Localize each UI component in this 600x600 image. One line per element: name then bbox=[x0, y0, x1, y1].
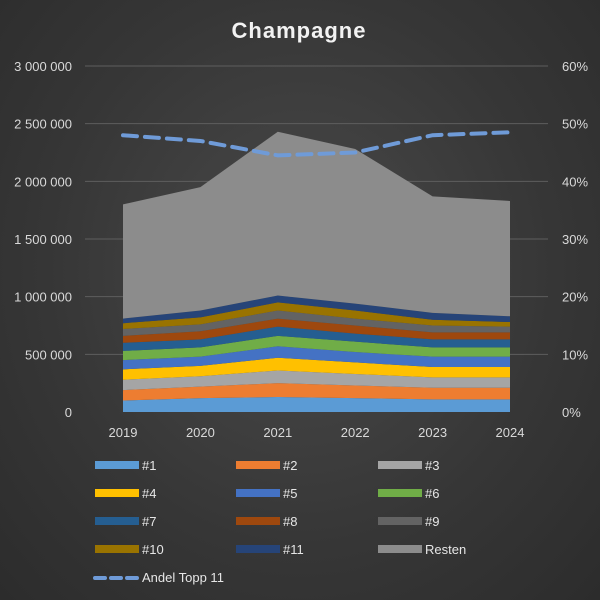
y-tick-label: 1 000 000 bbox=[14, 290, 72, 305]
legend-label: #1 bbox=[142, 458, 156, 473]
area-series-n7 bbox=[123, 326, 510, 351]
y-tick-label: 500 000 bbox=[25, 347, 72, 362]
y-axis-left: 0 500 000 1 000 000 1 500 000 2 000 000 2 500… bbox=[14, 59, 72, 420]
y-tick-label: 2 500 000 bbox=[14, 117, 72, 132]
y-axis-right: 0% 10% 20% 30% 40% 50% 60% bbox=[562, 59, 588, 420]
area-series-n1 bbox=[123, 397, 510, 412]
line-series-andel-topp-11 bbox=[121, 130, 512, 158]
y-tick-label: 3 000 000 bbox=[14, 59, 72, 74]
legend-label: Resten bbox=[425, 542, 466, 557]
legend-label: #5 bbox=[283, 486, 297, 501]
legend-label: #7 bbox=[142, 514, 156, 529]
y2-tick-label: 50% bbox=[562, 117, 588, 132]
y2-tick-label: 30% bbox=[562, 232, 588, 247]
area-series-n3 bbox=[123, 370, 510, 391]
x-tick-label: 2022 bbox=[341, 425, 370, 440]
x-tick-label: 2024 bbox=[496, 425, 525, 440]
legend-label: #10 bbox=[142, 542, 164, 557]
stacked-areas bbox=[123, 131, 510, 412]
legend-swatch bbox=[236, 517, 280, 525]
legend-label: #9 bbox=[425, 514, 439, 529]
y2-tick-label: 40% bbox=[562, 174, 588, 189]
legend-swatch bbox=[236, 489, 280, 497]
legend-swatch bbox=[95, 461, 139, 469]
legend-swatch bbox=[236, 545, 280, 553]
area-series-n6 bbox=[123, 335, 510, 361]
legend: #1 #2 #3 #4 #5 #6 #7 #8 #9 #10 #11 Resten Andel Topp… bbox=[93, 458, 466, 585]
area-series-n4 bbox=[123, 357, 510, 380]
area-series-n9 bbox=[123, 310, 510, 336]
legend-label: #8 bbox=[283, 514, 297, 529]
y2-tick-label: 60% bbox=[562, 59, 588, 74]
x-tick-label: 2019 bbox=[109, 425, 138, 440]
y-tick-label: 2 000 000 bbox=[14, 174, 72, 189]
y-tick-label: 1 500 000 bbox=[14, 232, 72, 247]
legend-label: #11 bbox=[283, 542, 304, 557]
legend-swatch bbox=[378, 517, 422, 525]
legend-swatch bbox=[95, 517, 139, 525]
legend-swatch bbox=[95, 545, 139, 553]
chart-title: Champagne bbox=[232, 18, 367, 43]
area-series-n2 bbox=[123, 383, 510, 401]
y2-tick-label: 20% bbox=[562, 290, 588, 305]
legend-swatch bbox=[378, 545, 422, 553]
legend-swatch bbox=[95, 489, 139, 497]
legend-label: #2 bbox=[283, 458, 297, 473]
area-series-resten bbox=[123, 131, 510, 319]
area-series-n10 bbox=[123, 302, 510, 329]
legend-label: #3 bbox=[425, 458, 439, 473]
area-series-n11 bbox=[123, 295, 510, 324]
x-axis: 2019 2020 2021 2022 2023 2024 bbox=[109, 425, 525, 440]
x-tick-label: 2021 bbox=[263, 425, 292, 440]
x-tick-label: 2020 bbox=[186, 425, 215, 440]
legend-label: #6 bbox=[425, 486, 439, 501]
legend-swatch bbox=[378, 461, 422, 469]
legend-swatch bbox=[378, 489, 422, 497]
legend-swatch bbox=[236, 461, 280, 469]
y2-tick-label: 0% bbox=[562, 405, 581, 420]
legend-label: #4 bbox=[142, 486, 156, 501]
share-line-layer bbox=[121, 130, 512, 158]
area-series-n5 bbox=[123, 346, 510, 370]
y2-tick-label: 10% bbox=[562, 347, 588, 362]
area-series-n8 bbox=[123, 318, 510, 343]
y-tick-label: 0 bbox=[65, 405, 72, 420]
x-tick-label: 2023 bbox=[418, 425, 447, 440]
legend-label: Andel Topp 11 bbox=[142, 570, 224, 585]
